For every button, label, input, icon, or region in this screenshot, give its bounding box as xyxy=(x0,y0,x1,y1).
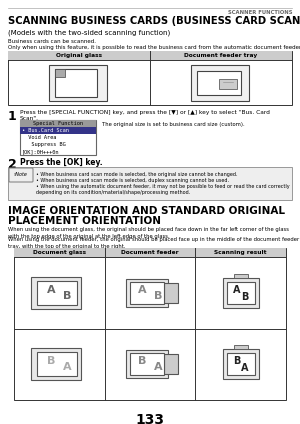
Text: Only when using this feature, it is possible to read the business card from the : Only when using this feature, it is poss… xyxy=(8,45,300,50)
Text: ♯Note: ♯Note xyxy=(14,173,28,178)
Bar xyxy=(223,349,259,379)
Bar xyxy=(197,70,241,95)
Bar xyxy=(126,279,168,307)
Bar xyxy=(37,281,77,305)
Text: • Bus.Card Scan: • Bus.Card Scan xyxy=(22,128,69,133)
Text: Document glass: Document glass xyxy=(33,250,86,255)
Text: • When using the automatic document feeder, it may not be possible to feed or re: • When using the automatic document feed… xyxy=(36,184,290,195)
FancyBboxPatch shape xyxy=(9,168,33,182)
Bar xyxy=(20,120,96,127)
Bar xyxy=(8,167,292,200)
Bar xyxy=(20,120,96,155)
Bar xyxy=(31,277,81,309)
Text: Document feeder tray: Document feeder tray xyxy=(184,53,258,58)
Text: (Models with the two-sided scanning function): (Models with the two-sided scanning func… xyxy=(8,30,170,36)
Bar xyxy=(227,282,255,304)
Text: When using the document glass, the original should be placed face down in the fa: When using the document glass, the origi… xyxy=(8,227,289,239)
Text: 133: 133 xyxy=(136,413,164,424)
Text: • When business card scan mode is selected, duplex scanning cannot be used.: • When business card scan mode is select… xyxy=(36,178,229,183)
Text: Special Function: Special Function xyxy=(33,121,83,126)
Bar xyxy=(14,248,286,400)
Text: Original glass: Original glass xyxy=(56,53,102,58)
Text: When using the document feeder, the original should be placed face up in the mid: When using the document feeder, the orig… xyxy=(8,237,299,249)
Text: Document feeder: Document feeder xyxy=(121,250,179,255)
Bar xyxy=(55,69,97,97)
Text: Scanning result: Scanning result xyxy=(214,250,267,255)
Text: IMAGE ORIENTATION AND STANDARD ORIGINAL: IMAGE ORIENTATION AND STANDARD ORIGINAL xyxy=(8,206,285,216)
Bar xyxy=(164,354,178,374)
Text: B: B xyxy=(241,292,248,302)
Text: PLACEMENT ORIENTATION: PLACEMENT ORIENTATION xyxy=(8,216,161,226)
Text: Press the [OK] key.: Press the [OK] key. xyxy=(20,158,103,167)
Bar xyxy=(191,64,249,100)
Bar xyxy=(126,350,168,378)
Text: B: B xyxy=(63,291,71,301)
Text: • When business card scan mode is selected, the original size cannot be changed.: • When business card scan mode is select… xyxy=(36,172,238,177)
Bar xyxy=(20,127,96,134)
Text: Scan".: Scan". xyxy=(20,116,39,121)
Text: A: A xyxy=(241,363,248,373)
Text: A: A xyxy=(47,285,56,295)
Bar xyxy=(234,274,248,278)
Text: B: B xyxy=(233,356,240,366)
Bar xyxy=(219,78,237,89)
Bar xyxy=(234,345,248,349)
Bar xyxy=(227,353,255,375)
Bar xyxy=(49,64,107,100)
Text: 2: 2 xyxy=(8,158,17,171)
Text: A: A xyxy=(138,285,146,295)
Bar xyxy=(37,352,77,376)
Bar xyxy=(223,278,259,308)
Text: SCANNING BUSINESS CARDS (BUSINESS CARD SCAN): SCANNING BUSINESS CARDS (BUSINESS CARD S… xyxy=(8,16,300,26)
Text: Business cards can be scanned.: Business cards can be scanned. xyxy=(8,39,96,44)
Text: Void Area: Void Area xyxy=(22,135,56,140)
Text: A: A xyxy=(63,362,72,372)
Text: B: B xyxy=(47,356,56,366)
Text: [OK]:0H+++0n: [OK]:0H+++0n xyxy=(22,149,59,154)
Bar xyxy=(31,348,81,380)
Bar xyxy=(55,69,65,76)
Text: 1: 1 xyxy=(8,110,17,123)
Bar xyxy=(14,248,286,257)
Text: SCANNER FUNCTIONS: SCANNER FUNCTIONS xyxy=(227,10,292,15)
Bar xyxy=(8,51,292,60)
Text: A: A xyxy=(233,285,240,295)
Text: Suppress BG: Suppress BG xyxy=(22,142,66,147)
Text: B: B xyxy=(154,291,162,301)
Bar xyxy=(8,51,292,105)
Bar xyxy=(130,353,164,375)
Text: The original size is set to business card size (custom).: The original size is set to business car… xyxy=(102,122,244,127)
Text: Press the [SPECIAL FUNCTION] key, and press the [▼] or [▲] key to select “Bus. C: Press the [SPECIAL FUNCTION] key, and pr… xyxy=(20,110,270,115)
Bar xyxy=(130,282,164,304)
Text: B: B xyxy=(138,356,146,366)
Text: A: A xyxy=(154,362,162,372)
Bar xyxy=(164,283,178,303)
